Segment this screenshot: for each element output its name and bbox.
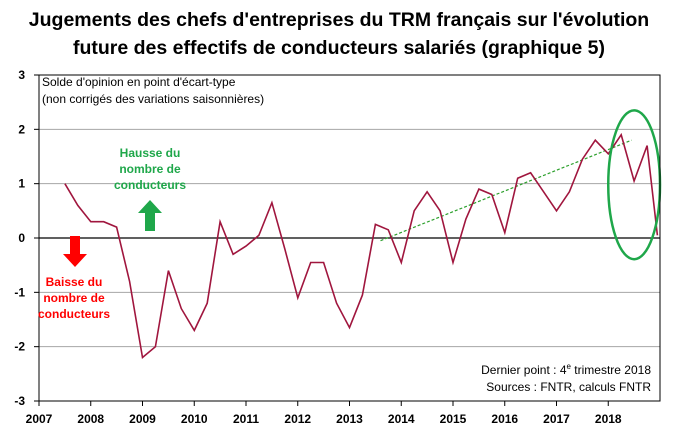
y-tick-label: -1	[14, 285, 25, 299]
up-arrow-icon	[138, 200, 162, 231]
y-tick-label: 2	[18, 122, 25, 136]
y-tick-label: 0	[18, 231, 25, 245]
x-tick-label: 2017	[543, 412, 570, 426]
y-tick-label: 3	[18, 68, 25, 82]
baisse-text-line-2: nombre de	[43, 291, 105, 305]
x-tick-label: 2012	[284, 412, 311, 426]
title-line-1: Jugements des chefs d'entreprises du TRM…	[28, 9, 650, 31]
down-arrow-icon	[63, 236, 87, 267]
grid-lines	[39, 128, 660, 348]
y-tick-label: -3	[14, 394, 25, 408]
baisse-text-line-3: conducteurs	[38, 307, 110, 321]
hausse-text-line-2: nombre de	[119, 162, 181, 176]
x-tick-label: 2013	[336, 412, 363, 426]
x-tick-label: 2014	[388, 412, 415, 426]
baisse-text-line-1: Baisse du	[46, 275, 103, 289]
x-tick-label: 2018	[595, 412, 622, 426]
x-tick-label: 2008	[77, 412, 104, 426]
series-line-solde	[64, 132, 659, 360]
title-line-2: future des effectifs de conducteurs sala…	[72, 37, 606, 59]
last-point-note: Dernier point : 4e trimestre 2018	[481, 362, 651, 377]
x-tick-label: 2016	[491, 412, 518, 426]
plot-border	[38, 74, 661, 402]
trend-line	[380, 139, 632, 242]
baisse-annotation: Baisse du nombre de conducteurs	[38, 236, 110, 321]
y-tick-label: -2	[14, 340, 25, 354]
unit-label-line-1: Solde d'opinion en point d'écart-type	[42, 75, 236, 89]
hausse-text-line-3: conducteurs	[114, 178, 186, 192]
x-tick-label: 2010	[181, 412, 208, 426]
hausse-annotation: Hausse du nombre de conducteurs	[114, 146, 186, 231]
sources-note: Sources : FNTR, calculs FNTR	[486, 380, 651, 394]
chart-title: Jugements des chefs d'entreprises du TRM…	[0, 6, 678, 62]
unit-label-line-2: (non corrigés des variations saisonnière…	[42, 92, 264, 106]
x-tick-label: 2011	[233, 412, 259, 426]
y-tick-label: 1	[18, 177, 25, 191]
x-tick-label: 2009	[129, 412, 156, 426]
x-tick-label: 2015	[440, 412, 467, 426]
x-tick-label: 2007	[26, 412, 53, 426]
hausse-text-line-1: Hausse du	[120, 146, 181, 160]
